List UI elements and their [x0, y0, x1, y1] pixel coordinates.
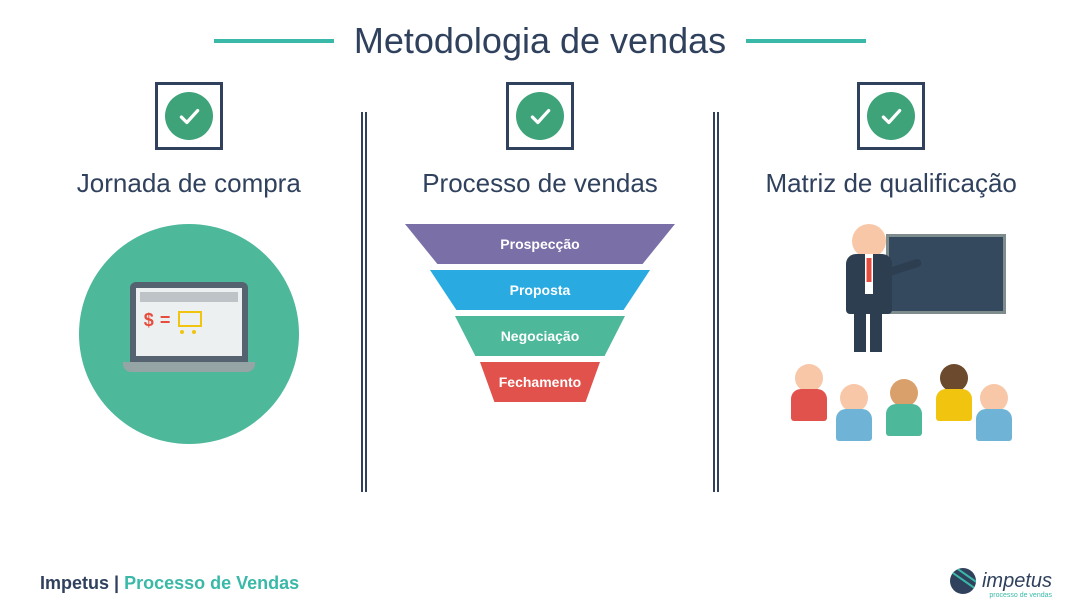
audience-person-icon — [791, 364, 827, 421]
funnel-stage: Negociação — [455, 316, 625, 356]
footer-brand: Impetus — [40, 573, 109, 593]
audience-person-icon — [886, 379, 922, 436]
footer-separator: | — [109, 573, 124, 593]
cart-icon — [176, 311, 202, 331]
funnel-stage: Fechamento — [480, 362, 600, 402]
checkbox-matriz — [857, 82, 925, 150]
laptop-icon: $ = — [123, 282, 255, 372]
presenter-legs — [854, 312, 884, 352]
logo-text: impetus — [982, 570, 1052, 592]
sales-funnel: Prospecção Proposta Negociação Fechamento — [405, 224, 675, 402]
column-title-processo: Processo de vendas — [422, 168, 658, 199]
check-icon — [516, 92, 564, 140]
equals-icon: = — [160, 310, 171, 331]
checkbox-jornada — [155, 82, 223, 150]
column-title-jornada: Jornada de compra — [77, 168, 301, 199]
check-icon — [165, 92, 213, 140]
presenter-scene — [766, 224, 1016, 434]
check-icon — [867, 92, 915, 140]
board-icon — [886, 234, 1006, 314]
presenter-icon — [846, 224, 892, 314]
footer: Impetus | Processo de Vendas — [40, 573, 299, 594]
column-matriz: Matriz de qualificação — [726, 82, 1056, 434]
dollar-icon: $ — [144, 310, 154, 331]
header: Metodologia de vendas — [0, 0, 1080, 72]
divider-right — [746, 39, 866, 43]
divider-left — [214, 39, 334, 43]
checkbox-processo — [506, 82, 574, 150]
columns-row: Jornada de compra $ = Processo de v — [0, 72, 1080, 492]
audience-person-icon — [936, 364, 972, 421]
vertical-divider-1 — [361, 112, 367, 492]
footer-subtitle: Processo de Vendas — [124, 573, 299, 593]
audience-person-icon — [976, 384, 1012, 441]
column-title-matriz: Matriz de qualificação — [765, 168, 1016, 199]
logo-tagline: processo de vendas — [989, 592, 1052, 599]
audience-person-icon — [836, 384, 872, 441]
logo-mark-icon — [950, 568, 976, 594]
funnel-stage: Prospecção — [405, 224, 675, 264]
logo: impetus processo de vendas — [950, 568, 1052, 594]
funnel-stage: Proposta — [430, 270, 650, 310]
shopping-laptop-icon: $ = — [79, 224, 299, 444]
column-jornada: Jornada de compra $ = — [24, 82, 354, 444]
column-processo: Processo de vendas Prospecção Proposta Neg… — [375, 82, 705, 402]
page-title: Metodologia de vendas — [354, 20, 726, 62]
vertical-divider-2 — [713, 112, 719, 492]
